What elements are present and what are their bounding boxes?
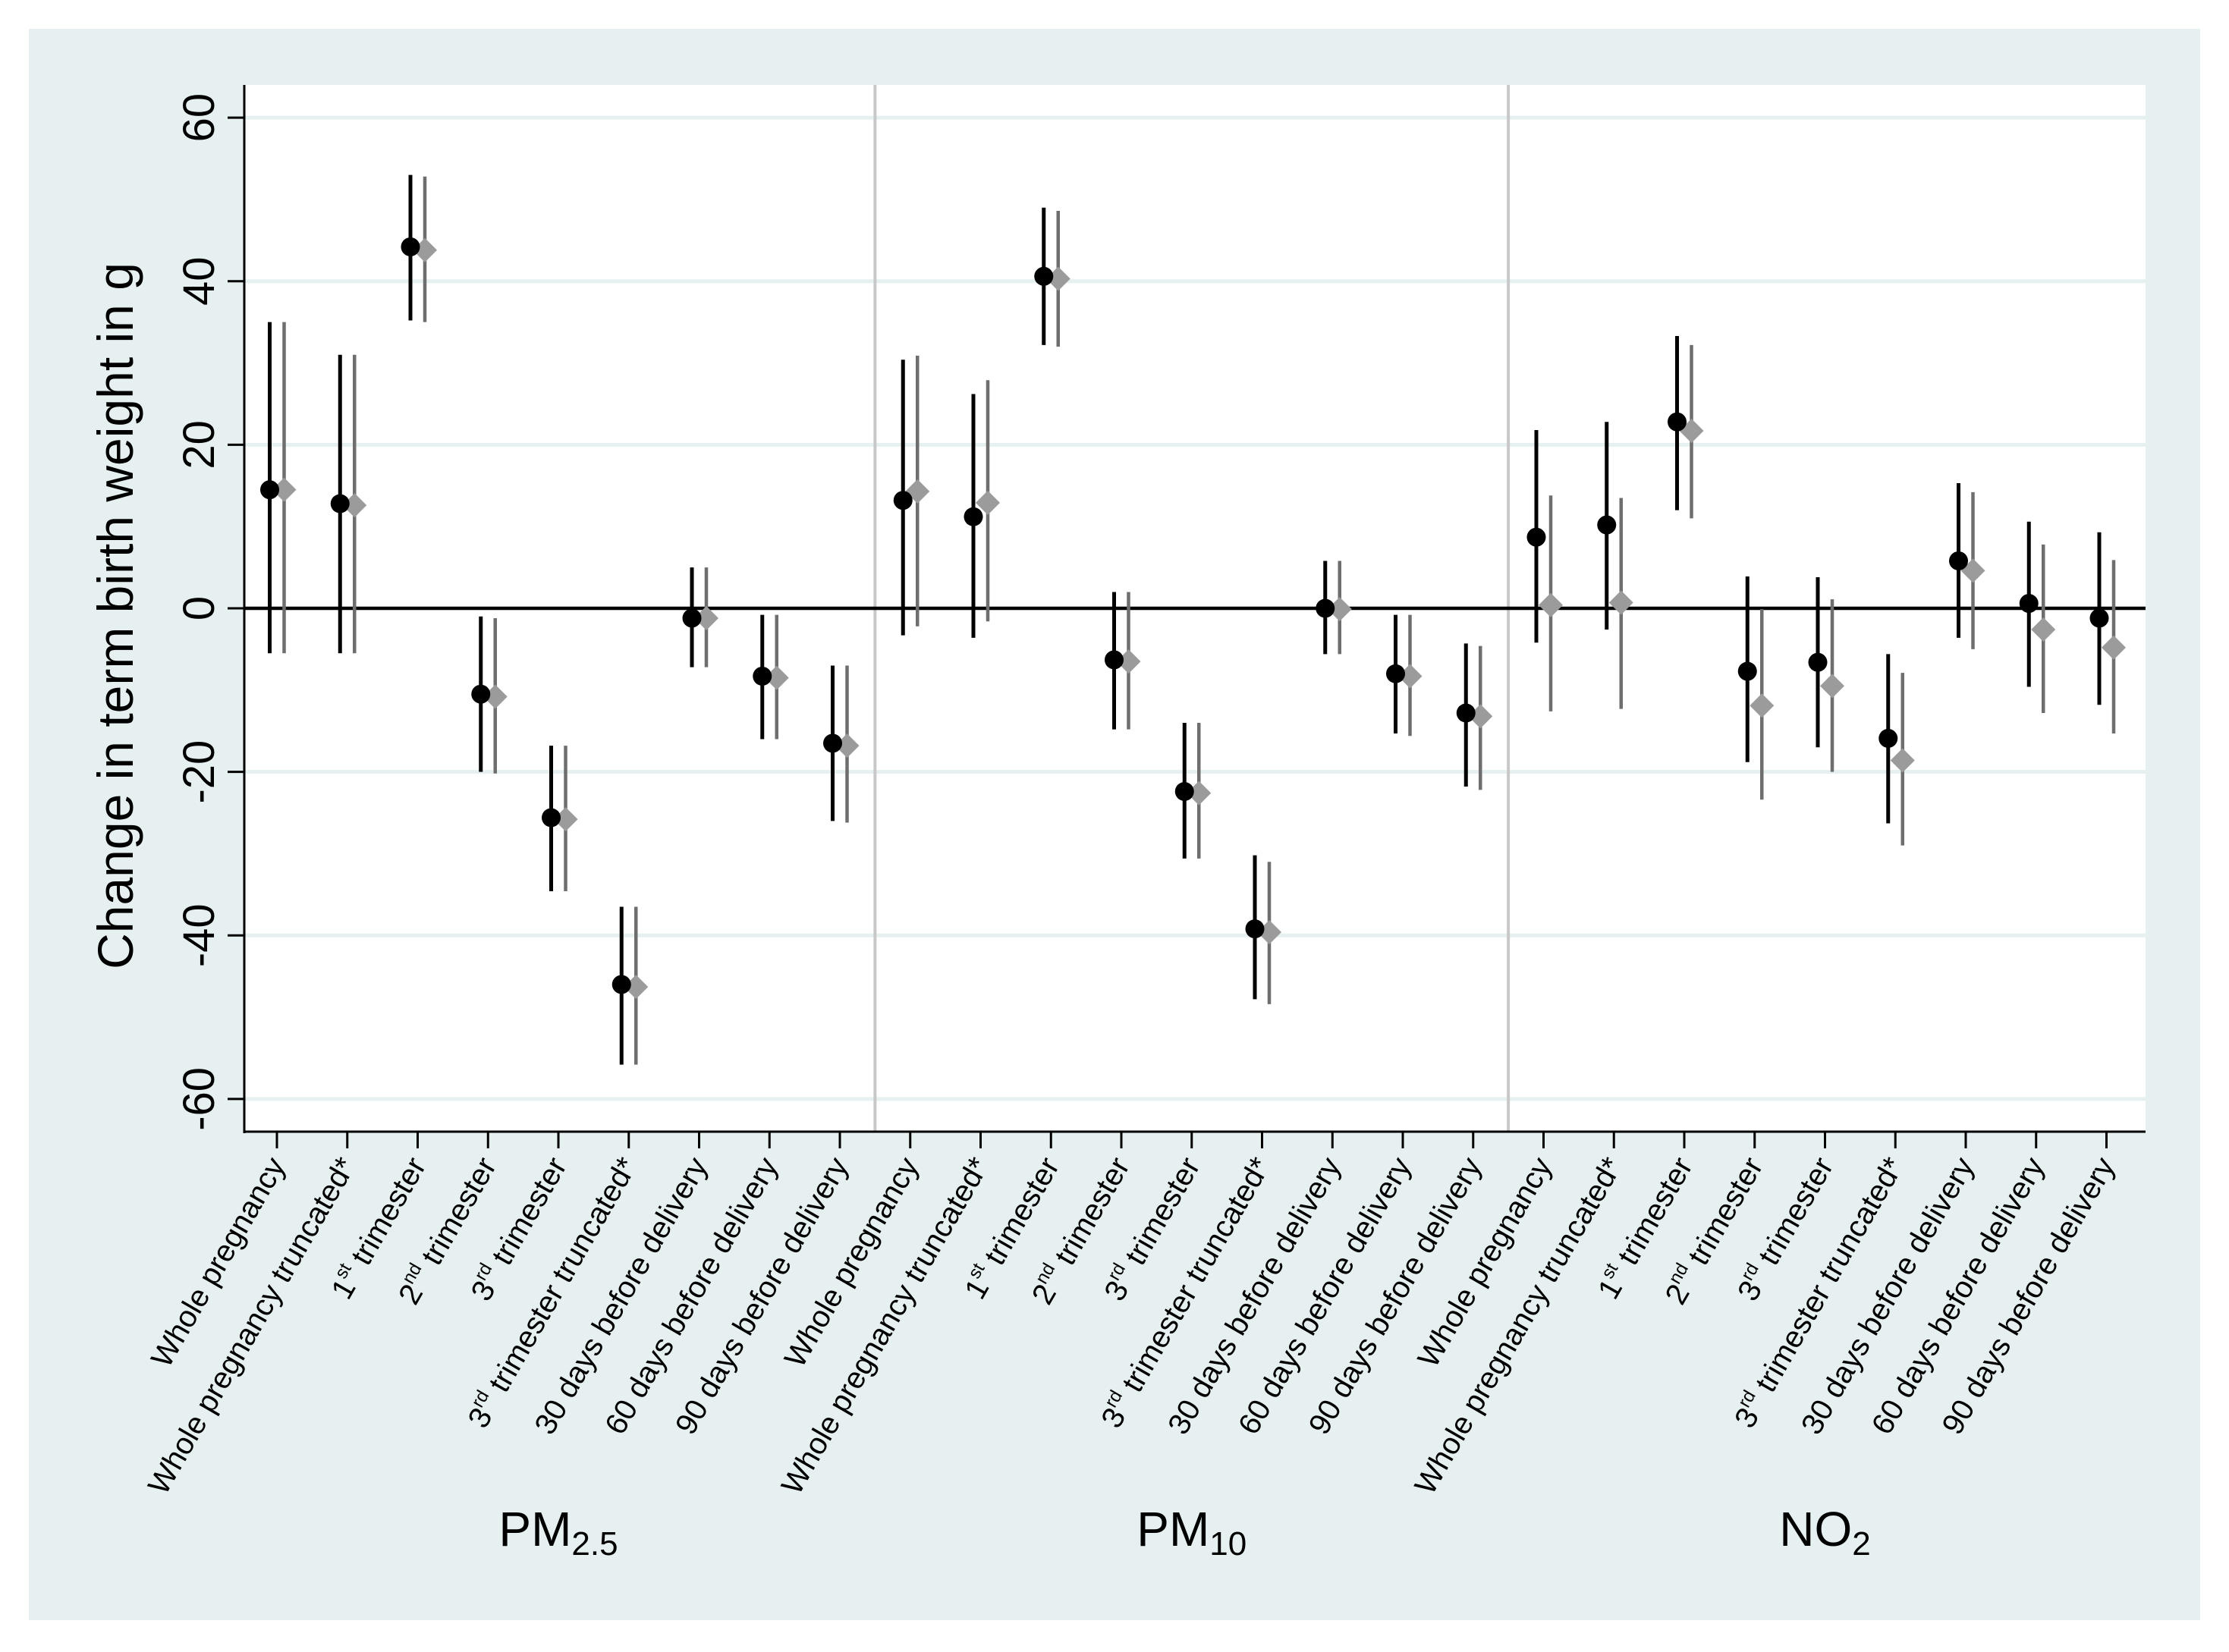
estimate-point-series2 [1750,693,1775,718]
estimate-point-series1 [682,608,702,628]
estimate-point-series1 [471,684,491,704]
y-axis: 60 40 20 0 -20 -40 -60 Change in term birth wei… [87,85,246,1133]
y-tick-label: -20 [174,740,224,804]
estimate-point-series2 [694,605,718,630]
estimate-point-series2 [2031,617,2056,642]
y-tick-label: 60 [174,93,224,143]
estimate-point-series2 [272,477,297,502]
estimate-point-series1 [823,733,842,753]
estimate-point-series1 [1737,661,1757,681]
estimate-point-series1 [401,237,420,256]
estimate-point-series1 [893,491,913,510]
group-label: PM2.5 [498,1502,618,1562]
estimate-point-series1 [1105,650,1124,670]
estimate-point-series2 [2102,635,2126,660]
estimate-point-series2 [1820,674,1844,699]
estimate-point-series1 [1808,652,1828,672]
estimate-point-series1 [260,480,279,500]
estimate-point-series1 [753,666,772,686]
estimate-point-series2 [976,490,1000,515]
estimate-point-series2 [1327,597,1352,622]
estimate-point-series1 [2089,608,2109,628]
group-label: NO2 [1779,1502,1870,1562]
estimate-point-series1 [1878,728,1898,748]
estimate-point-series2 [1890,748,1915,773]
estimate-point-series1 [1597,515,1617,535]
y-tick-label: 20 [174,420,224,470]
y-tick-label: 40 [174,256,224,306]
estimate-point-series2 [1608,590,1633,615]
y-tick-label: -60 [174,1067,224,1131]
gridlines [244,115,2146,1101]
estimate-point-series1 [1668,412,1687,432]
group-label: PM10 [1137,1502,1247,1562]
estimate-point-series1 [964,507,983,526]
estimate-point-series1 [1245,919,1265,939]
estimate-point-series2 [1539,592,1563,617]
estimate-point-series1 [542,808,561,828]
estimate-point-series1 [1526,527,1546,547]
estimate-point-series1 [611,975,631,994]
estimate-point-series1 [1174,782,1194,801]
estimate-point-series1 [1316,598,1335,618]
estimate-point-series1 [1034,266,1054,286]
estimate-point-series1 [2019,594,2039,614]
estimate-point-series1 [1456,703,1476,723]
y-tick-label: 0 [174,596,224,620]
y-axis-title: Change in term birth weight in g [87,262,143,969]
estimate-point-series1 [330,494,350,514]
estimate-point-series1 [1949,551,1968,570]
y-tick-label: -40 [174,903,224,967]
estimate-point-series1 [1386,664,1405,683]
